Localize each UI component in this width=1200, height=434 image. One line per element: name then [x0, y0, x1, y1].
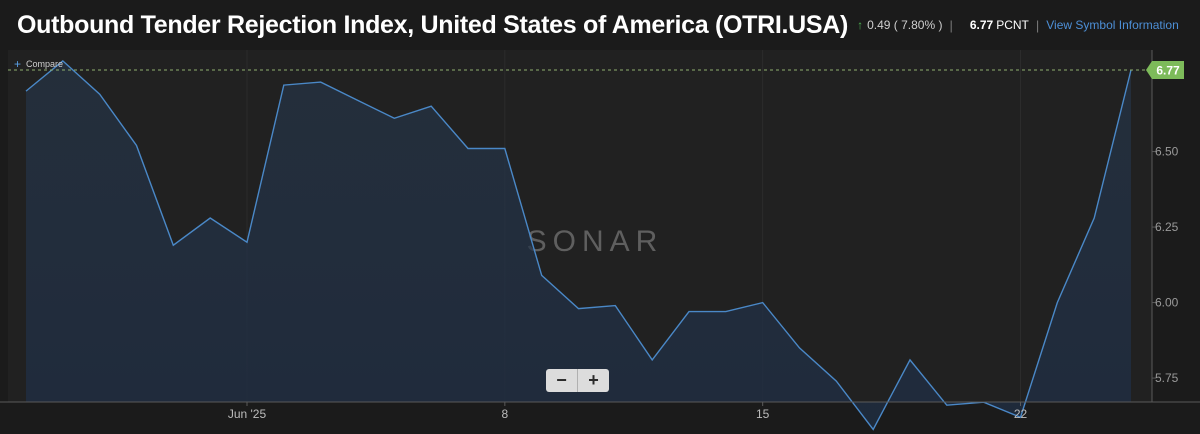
series-line: [25, 59, 1132, 431]
change-indicator: ↑ 0.49 ( 7.80% ): [857, 18, 942, 32]
chart-title: Outbound Tender Rejection Index, United …: [17, 10, 849, 39]
x-tick-label: 15: [756, 407, 770, 421]
change-value: 0.49 ( 7.80% ): [867, 18, 943, 32]
current-value: 6.77: [969, 18, 994, 32]
last-value-label: 6.77: [1156, 64, 1180, 78]
chart-area[interactable]: SONAR 5.75 6.00 6.25 6.50 Jun '25 8 15 22 6.77: [0, 50, 1200, 434]
zoom-controls: − +: [546, 369, 609, 392]
zoom-out-button[interactable]: −: [546, 369, 578, 392]
unit-label: PCNT: [996, 18, 1029, 32]
y-tick-label: 5.75: [1155, 371, 1179, 385]
y-tick-label: 6.25: [1155, 220, 1179, 234]
separator: |: [949, 17, 953, 33]
x-tick-label: 8: [501, 407, 508, 421]
y-tick-label: 6.50: [1155, 145, 1179, 159]
sonar-watermark: SONAR: [527, 225, 664, 258]
compare-label: Compare: [26, 59, 64, 69]
separator: |: [1035, 17, 1040, 33]
series-area: [26, 60, 1131, 430]
view-symbol-info-link[interactable]: View Symbol Information: [1046, 18, 1179, 32]
x-tick-label: Jun '25: [228, 407, 267, 421]
y-tick-label: 6.00: [1155, 296, 1179, 310]
plus-icon: +: [14, 56, 22, 71]
last-value-badge: [1146, 61, 1184, 79]
up-arrow-icon: ↑: [857, 18, 864, 32]
compare-button[interactable]: + Compare: [14, 56, 64, 71]
chart-header: Outbound Tender Rejection Index, United …: [0, 0, 1200, 50]
x-tick-label: 22: [1014, 407, 1028, 421]
zoom-in-button[interactable]: +: [588, 370, 599, 390]
